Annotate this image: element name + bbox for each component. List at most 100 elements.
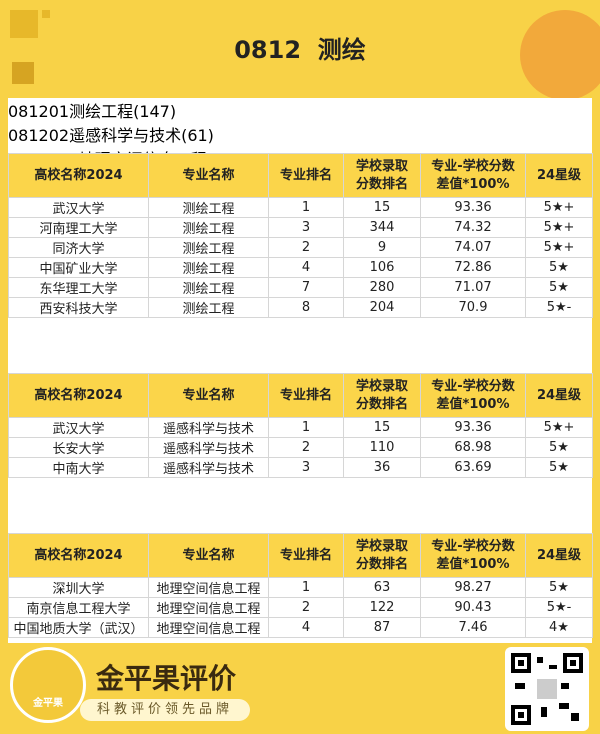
cell: 1 xyxy=(268,197,344,218)
header-row: 高校名称2024 专业名称 专业排名 学校录取 分数排名 专业-学校分数 差值*100%… xyxy=(8,373,593,418)
cell: 98.27 xyxy=(420,577,526,598)
section-title: 081202遥感科学与技术(61) xyxy=(8,126,214,145)
column-header: 24星级 xyxy=(525,373,593,418)
decor xyxy=(10,10,38,38)
column-header: 专业排名 xyxy=(268,533,344,578)
row: 中国矿业大学 测绘工程 4 106 72.86 5★ xyxy=(8,257,593,278)
cell: 5★ xyxy=(525,577,593,598)
table: 高校名称2024 专业名称 专业排名 学校录取 分数排名 专业-学校分数 差值*100%… xyxy=(8,373,593,478)
cell: 3 xyxy=(268,457,344,478)
cell: 河南理工大学 xyxy=(8,217,149,238)
cell: 7.46 xyxy=(420,617,526,638)
slogan: 科教评价领先品牌 xyxy=(80,699,250,721)
cell: 5★ xyxy=(525,257,593,278)
cell: 71.07 xyxy=(420,277,526,298)
column-header: 24星级 xyxy=(525,153,593,198)
cell: 武汉大学 xyxy=(8,417,149,438)
row: 河南理工大学 测绘工程 3 344 74.32 5★+ xyxy=(8,217,593,238)
row: 长安大学 遥感科学与技术 2 110 68.98 5★ xyxy=(8,437,593,458)
cell: 15 xyxy=(343,417,421,438)
logo: 金平果 xyxy=(10,647,86,723)
cell: 5★+ xyxy=(525,417,593,438)
cell: 测绘工程 xyxy=(148,217,269,238)
cell: 15 xyxy=(343,197,421,218)
row: 同济大学 测绘工程 2 9 74.07 5★+ xyxy=(8,237,593,258)
column-header: 专业-学校分数 差值*100% xyxy=(420,153,526,198)
cell: 中南大学 xyxy=(8,457,149,478)
cell: 122 xyxy=(343,597,421,618)
cell: 93.36 xyxy=(420,417,526,438)
cell: 5★+ xyxy=(525,197,593,218)
cell: 同济大学 xyxy=(8,237,149,258)
section-title: 081201测绘工程(147) xyxy=(8,102,177,121)
cell: 1 xyxy=(268,417,344,438)
column-header: 学校录取 分数排名 xyxy=(343,373,421,418)
cell: 36 xyxy=(343,457,421,478)
header-row: 高校名称2024 专业名称 专业排名 学校录取 分数排名 专业-学校分数 差值*100%… xyxy=(8,153,593,198)
cell: 5★ xyxy=(525,437,593,458)
column-header: 专业排名 xyxy=(268,373,344,418)
cell: 2 xyxy=(268,237,344,258)
table: 高校名称2024 专业名称 专业排名 学校录取 分数排名 专业-学校分数 差值*100%… xyxy=(8,533,593,638)
cell: 4★ xyxy=(525,617,593,638)
column-header: 专业-学校分数 差值*100% xyxy=(420,533,526,578)
row: 东华理工大学 测绘工程 7 280 71.07 5★ xyxy=(8,277,593,298)
cell: 西安科技大学 xyxy=(8,297,149,318)
row: 南京信息工程大学 地理空间信息工程 2 122 90.43 5★- xyxy=(8,597,593,618)
cell: 遥感科学与技术 xyxy=(148,417,269,438)
decor xyxy=(42,10,50,18)
cell: 5★ xyxy=(525,277,593,298)
cell: 8 xyxy=(268,297,344,318)
cell: 280 xyxy=(343,277,421,298)
cell: 4 xyxy=(268,257,344,278)
cell: 9 xyxy=(343,237,421,258)
cell: 武汉大学 xyxy=(8,197,149,218)
column-header: 专业名称 xyxy=(148,533,269,578)
cell: 68.98 xyxy=(420,437,526,458)
cell: 5★- xyxy=(525,597,593,618)
cell: 南京信息工程大学 xyxy=(8,597,149,618)
decor xyxy=(520,10,600,100)
cell: 3 xyxy=(268,217,344,238)
column-header: 学校录取 分数排名 xyxy=(343,153,421,198)
logo-text: 金平果 xyxy=(33,698,63,709)
cell: 106 xyxy=(343,257,421,278)
cell: 63 xyxy=(343,577,421,598)
cell: 测绘工程 xyxy=(148,197,269,218)
cell: 7 xyxy=(268,277,344,298)
cell: 测绘工程 xyxy=(148,277,269,298)
cell: 地理空间信息工程 xyxy=(148,597,269,618)
cell: 中国矿业大学 xyxy=(8,257,149,278)
cell: 5★+ xyxy=(525,237,593,258)
cell: 遥感科学与技术 xyxy=(148,457,269,478)
cell: 长安大学 xyxy=(8,437,149,458)
row: 武汉大学 测绘工程 1 15 93.36 5★+ xyxy=(8,197,593,218)
cell: 2 xyxy=(268,597,344,618)
cell: 遥感科学与技术 xyxy=(148,437,269,458)
page-title: 0812 测绘 xyxy=(234,36,366,64)
column-header: 24星级 xyxy=(525,533,593,578)
cell: 5★+ xyxy=(525,217,593,238)
column-header: 学校录取 分数排名 xyxy=(343,533,421,578)
qr-pattern xyxy=(511,653,583,725)
cell: 测绘工程 xyxy=(148,257,269,278)
brand: 金平果评价 xyxy=(96,662,237,695)
cell: 74.32 xyxy=(420,217,526,238)
cell: 测绘工程 xyxy=(148,237,269,258)
cell: 70.9 xyxy=(420,297,526,318)
table: 高校名称2024 专业名称 专业排名 学校录取 分数排名 专业-学校分数 差值*100%… xyxy=(8,153,593,318)
column-header: 专业排名 xyxy=(268,153,344,198)
cell: 东华理工大学 xyxy=(8,277,149,298)
column-header: 高校名称2024 xyxy=(8,373,149,418)
cell: 测绘工程 xyxy=(148,297,269,318)
column-header: 高校名称2024 xyxy=(8,533,149,578)
cell: 63.69 xyxy=(420,457,526,478)
cell: 4 xyxy=(268,617,344,638)
footer: 金平果 金平果评价 科教评价领先品牌 xyxy=(0,643,600,734)
cell: 74.07 xyxy=(420,237,526,258)
row: 西安科技大学 测绘工程 8 204 70.9 5★- xyxy=(8,297,593,318)
row: 武汉大学 遥感科学与技术 1 15 93.36 5★+ xyxy=(8,417,593,438)
cell: 1 xyxy=(268,577,344,598)
row: 中国地质大学（武汉） 地理空间信息工程 4 87 7.46 4★ xyxy=(8,617,593,638)
